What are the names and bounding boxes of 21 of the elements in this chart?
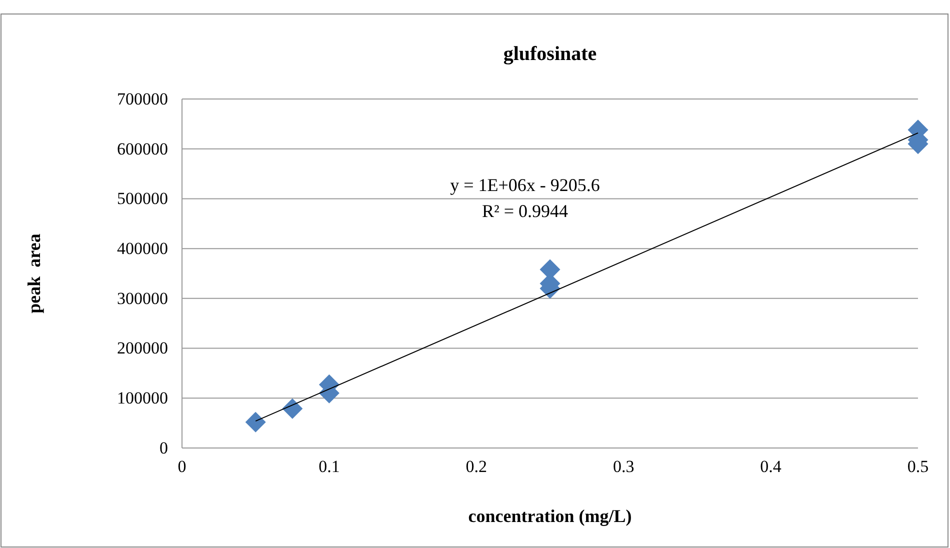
chart-title: glufosinate [503, 43, 597, 65]
x-tick-label: 0.1 [318, 457, 340, 476]
x-tick-label: 0 [178, 457, 186, 476]
annotation: R² = 0.9944 [482, 201, 568, 221]
x-tick-label: 0.5 [907, 457, 929, 476]
y-tick-label: 300000 [117, 288, 168, 308]
y-tick-label: 500000 [117, 189, 168, 208]
y-tick-label: 100000 [117, 388, 168, 408]
x-axis-title: concentration (mg/L) [468, 506, 632, 526]
x-tick-label: 0.3 [612, 457, 634, 476]
y-tick-label: 700000 [117, 89, 168, 108]
y-tick-label: 600000 [117, 139, 168, 158]
point [282, 398, 303, 419]
y-tick-label: 0 [160, 438, 168, 458]
y-tick-label: 200000 [117, 338, 168, 358]
y-axis-title: peak area [24, 234, 44, 314]
point [245, 412, 266, 432]
annotation: y = 1E+06x - 9205.6 [450, 175, 600, 195]
y-tick-label: 400000 [117, 239, 168, 258]
x-tick-label: 0.4 [760, 457, 782, 476]
x-tick-label: 0.2 [466, 457, 488, 476]
